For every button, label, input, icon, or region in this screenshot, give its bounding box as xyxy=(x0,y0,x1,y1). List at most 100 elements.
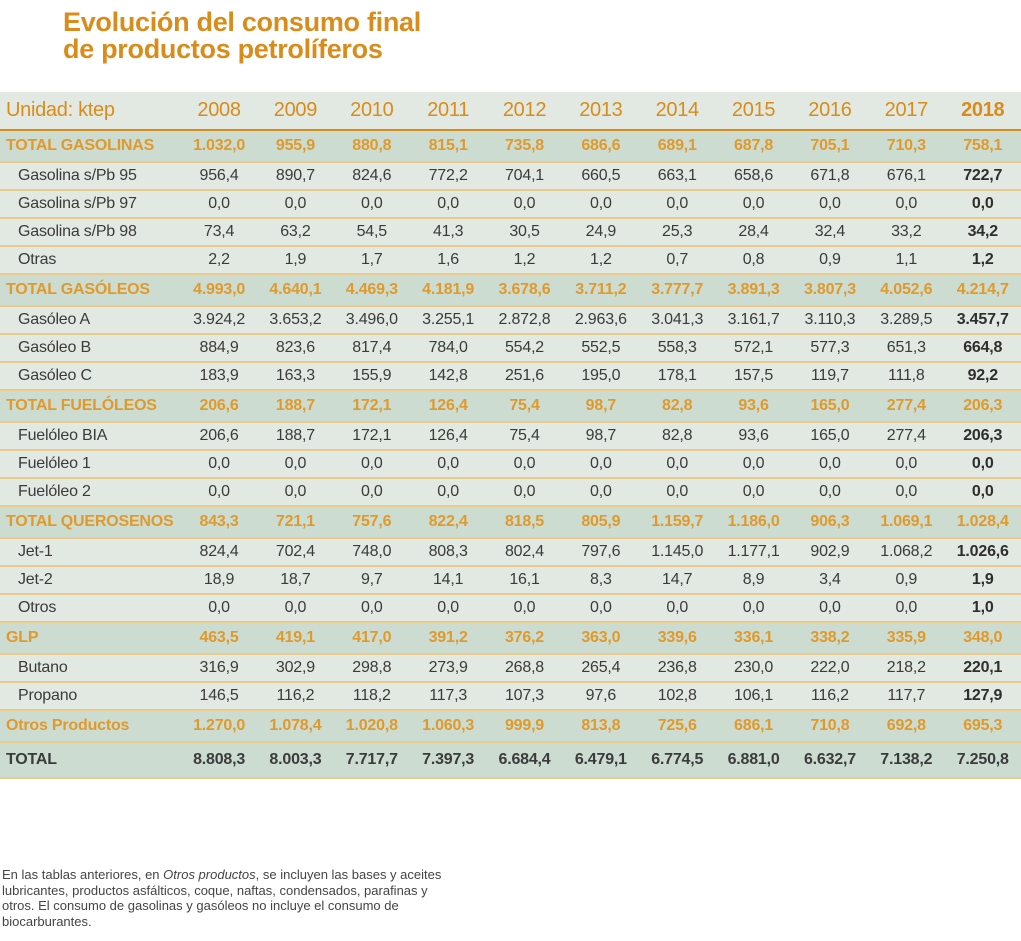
table-body: TOTAL GASOLINAS 1.032,0 955,9 880,8 815,1 735… xyxy=(0,130,1021,779)
cell-value: 251,6 xyxy=(486,362,563,391)
cell-value: 0,0 xyxy=(562,478,640,507)
cell-value: 0,0 xyxy=(486,450,563,479)
cell-value: 3.289,5 xyxy=(868,306,945,335)
cell-value: 338,2 xyxy=(791,622,869,655)
year-header: 2011 xyxy=(409,92,487,131)
cell-value: 165,0 xyxy=(791,390,869,423)
cell-value: 658,6 xyxy=(715,162,792,191)
cell-value: 687,8 xyxy=(715,130,792,163)
table-row: Gasolina s/Pb 95 956,4 890,7 824,6 772,2 704,… xyxy=(0,162,1021,191)
cell-value: 1.028,4 xyxy=(944,506,1021,539)
cell-value: 758,1 xyxy=(944,130,1021,163)
cell-value: 206,6 xyxy=(180,390,258,423)
cell-value: 823,6 xyxy=(257,334,334,363)
cell-value: 8.003,3 xyxy=(257,742,334,779)
row-label: Jet-2 xyxy=(0,566,181,595)
cell-value: 25,3 xyxy=(639,218,716,247)
cell-value: 268,8 xyxy=(486,654,563,683)
cell-value: 183,9 xyxy=(180,362,258,391)
cell-value: 8.808,3 xyxy=(180,742,258,779)
table-row: Otros 0,0 0,0 0,0 0,0 0,0 0,0 0,0 0,0 0,0 0,0 1,0 xyxy=(0,594,1021,623)
cell-value: 686,6 xyxy=(562,130,640,163)
cell-value: 784,0 xyxy=(409,334,487,363)
cell-value: 0,0 xyxy=(333,190,410,219)
cell-value: 4.214,7 xyxy=(944,274,1021,307)
cell-value: 663,1 xyxy=(639,162,716,191)
cell-value: 102,8 xyxy=(639,682,716,711)
cell-value: 0,0 xyxy=(639,450,716,479)
cell-value: 73,4 xyxy=(180,218,258,247)
cell-value: 220,1 xyxy=(944,654,1021,683)
cell-value: 0,0 xyxy=(409,190,487,219)
row-label: Fuelóleo 2 xyxy=(0,478,181,507)
cell-value: 805,9 xyxy=(562,506,640,539)
table-row: Jet-2 18,9 18,7 9,7 14,1 16,1 8,3 14,7 8,9 3,4 0,9… xyxy=(0,566,1021,595)
cell-value: 4.469,3 xyxy=(333,274,410,307)
cell-value: 0,0 xyxy=(944,190,1021,219)
total-row: Otros Productos 1.270,0 1.078,4 1.020,8 1.06… xyxy=(0,710,1021,743)
table-row: Fuelóleo 2 0,0 0,0 0,0 0,0 0,0 0,0 0,0 0,0 0,0 0,0… xyxy=(0,478,1021,507)
cell-value: 165,0 xyxy=(791,422,869,451)
cell-value: 0,0 xyxy=(639,594,716,623)
cell-value: 689,1 xyxy=(639,130,716,163)
row-label: TOTAL GASÓLEOS xyxy=(0,274,181,307)
cell-value: 265,4 xyxy=(562,654,640,683)
cell-value: 705,1 xyxy=(791,130,869,163)
cell-value: 142,8 xyxy=(409,362,487,391)
cell-value: 824,4 xyxy=(180,538,258,567)
table-row: Propano 146,5 116,2 118,2 117,3 107,3 97,6 102,… xyxy=(0,682,1021,711)
cell-value: 0,0 xyxy=(486,478,563,507)
cell-value: 9,7 xyxy=(333,566,410,595)
cell-value: 2,2 xyxy=(180,246,258,275)
cell-value: 188,7 xyxy=(257,390,334,423)
cell-value: 2.872,8 xyxy=(486,306,563,335)
cell-value: 33,2 xyxy=(868,218,945,247)
row-label: Butano xyxy=(0,654,181,683)
cell-value: 7.138,2 xyxy=(868,742,945,779)
cell-value: 0,0 xyxy=(257,190,334,219)
cell-value: 54,5 xyxy=(333,218,410,247)
cell-value: 0,0 xyxy=(180,478,258,507)
table-row: Gasóleo B 884,9 823,6 817,4 784,0 554,2 552,5 5… xyxy=(0,334,1021,363)
cell-value: 24,9 xyxy=(562,218,640,247)
cell-value: 391,2 xyxy=(409,622,487,655)
cell-value: 0,0 xyxy=(868,190,945,219)
row-label: Fuelóleo 1 xyxy=(0,450,181,479)
row-label: Jet-1 xyxy=(0,538,181,567)
cell-value: 0,0 xyxy=(409,594,487,623)
cell-value: 277,4 xyxy=(868,390,945,423)
cell-value: 6.684,4 xyxy=(486,742,563,779)
cell-value: 75,4 xyxy=(486,422,563,451)
cell-value: 0,8 xyxy=(715,246,792,275)
cell-value: 802,4 xyxy=(486,538,563,567)
cell-value: 3.041,3 xyxy=(639,306,716,335)
cell-value: 552,5 xyxy=(562,334,640,363)
cell-value: 172,1 xyxy=(333,390,410,423)
cell-value: 3.678,6 xyxy=(486,274,563,307)
cell-value: 18,9 xyxy=(180,566,258,595)
cell-value: 316,9 xyxy=(180,654,258,683)
cell-value: 0,0 xyxy=(639,190,716,219)
footnote-text: En las tablas anteriores, en xyxy=(2,867,164,882)
cell-value: 188,7 xyxy=(257,422,334,451)
cell-value: 163,3 xyxy=(257,362,334,391)
cell-value: 0,0 xyxy=(333,478,410,507)
cell-value: 3.110,3 xyxy=(791,306,869,335)
cell-value: 18,7 xyxy=(257,566,334,595)
cell-value: 880,8 xyxy=(333,130,410,163)
cell-value: 1.186,0 xyxy=(715,506,792,539)
cell-value: 230,0 xyxy=(715,654,792,683)
row-label: Otros xyxy=(0,594,181,623)
cell-value: 748,0 xyxy=(333,538,410,567)
cell-value: 695,3 xyxy=(944,710,1021,743)
cell-value: 106,1 xyxy=(715,682,792,711)
cell-value: 30,5 xyxy=(486,218,563,247)
cell-value: 1.060,3 xyxy=(409,710,487,743)
cell-value: 0,0 xyxy=(257,594,334,623)
cell-value: 808,3 xyxy=(409,538,487,567)
cell-value: 206,6 xyxy=(180,422,258,451)
cell-value: 417,0 xyxy=(333,622,410,655)
cell-value: 710,3 xyxy=(868,130,945,163)
cell-value: 1,0 xyxy=(944,594,1021,623)
cell-value: 8,9 xyxy=(715,566,792,595)
